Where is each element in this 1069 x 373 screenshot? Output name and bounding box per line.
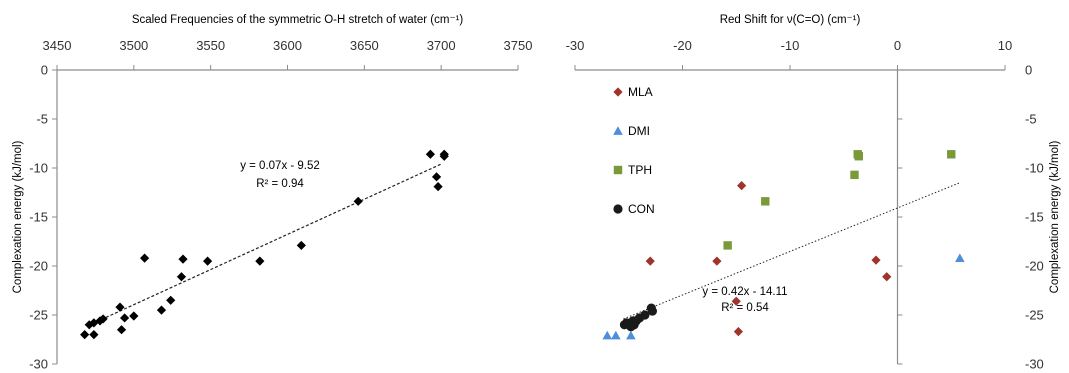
right-chart: -30 -20 -10 0 10 0 -5 -10 -15 -20 -25 -30 Red Shift … (566, 14, 1061, 372)
y-tick-label: -10 (29, 161, 48, 176)
data-point (156, 305, 167, 315)
x-tick-label: 0 (894, 38, 901, 53)
y-tick-label: -30 (1025, 357, 1044, 372)
data-point (139, 253, 150, 263)
x-tick-label: 10 (998, 38, 1012, 53)
data-point (202, 256, 213, 266)
x-tick-label: 3550 (196, 38, 225, 53)
y-tick-label: -30 (29, 357, 48, 372)
y-tick-label: 0 (41, 63, 48, 78)
trend-equation: y = 0.07x - 9.52 (240, 160, 320, 172)
data-point-tph (723, 241, 732, 250)
data-point (80, 330, 90, 340)
x-axis-title: Red Shift for ν(C=O) (cm⁻¹) (720, 14, 861, 26)
x-tick-label: 3450 (43, 38, 72, 53)
data-point-mla (712, 256, 722, 266)
legend-label-mla: MLA (628, 85, 653, 99)
data-point (89, 318, 99, 328)
data-point-mla (733, 327, 743, 337)
y-axis-title: Complexation energy (kJ/mol) (12, 140, 24, 293)
data-point (353, 196, 363, 206)
left-chart: 3450 3500 3550 3600 3650 3700 3750 0 -5 -10 -15 -20… (12, 14, 532, 372)
legend-marker-tph (613, 165, 623, 175)
data-point-mla (645, 256, 655, 266)
y-tick-label: -25 (1025, 308, 1044, 323)
x-tick-label: -20 (673, 38, 692, 53)
data-point-tph (850, 170, 859, 180)
trend-equation: y = 0.42x - 14.11 (702, 286, 787, 298)
data-point-dmi (626, 330, 636, 340)
y-tick-label: -15 (29, 210, 48, 225)
data-point-dmi (611, 330, 621, 340)
y-tick-label: -20 (29, 259, 48, 274)
data-point-con (647, 306, 658, 316)
legend-marker-con (613, 204, 623, 214)
data-point (120, 313, 130, 323)
trend-r-squared: R² = 0.54 (721, 302, 769, 314)
data-point-tph (854, 152, 863, 161)
data-point (439, 149, 449, 159)
data-point-con (629, 320, 639, 330)
data-point (433, 182, 443, 192)
y-tick-label: -5 (36, 112, 48, 127)
x-tick-label: -10 (781, 38, 800, 53)
y-tick-label: -20 (1025, 259, 1044, 274)
x-tick-label: 3700 (427, 38, 456, 53)
data-point (178, 254, 188, 264)
data-point-mla (871, 255, 881, 265)
x-tick-label: 3650 (350, 38, 379, 53)
data-point (425, 149, 436, 159)
data-point (255, 256, 265, 266)
x-tick-label: 3750 (504, 38, 533, 53)
data-point-mla (731, 296, 741, 306)
data-point-dmi (955, 253, 965, 262)
data-point (176, 272, 187, 282)
trend-r-squared: R² = 0.94 (256, 178, 304, 190)
y-tick-label: -10 (1025, 161, 1044, 176)
trendline (623, 182, 961, 320)
data-point (89, 330, 99, 340)
data-point (431, 172, 442, 182)
y-tick-label: 0 (1025, 63, 1032, 78)
legend-label-con: CON (628, 202, 655, 216)
y-tick-label: -25 (29, 308, 48, 323)
data-point (166, 295, 176, 305)
x-axis-title: Scaled Frequencies of the symmetric O-H … (132, 14, 464, 26)
data-point (129, 311, 139, 321)
legend-marker-dmi (613, 126, 623, 135)
y-tick-label: -5 (1025, 112, 1037, 127)
x-tick-label: 3500 (119, 38, 148, 53)
data-point (116, 325, 127, 335)
legend-label-tph: TPH (628, 163, 652, 177)
data-point-dmi (602, 330, 613, 340)
data-point-tph (947, 150, 956, 159)
data-point (296, 240, 306, 251)
y-tick-label: -15 (1025, 210, 1044, 225)
data-point (115, 302, 125, 312)
x-tick-label: 3600 (273, 38, 302, 53)
data-point-tph (761, 197, 770, 206)
x-tick-label: -30 (566, 38, 585, 53)
data-point-mla (882, 272, 892, 282)
legend-marker-mla (613, 87, 623, 97)
data-point (98, 314, 108, 324)
legend-label-dmi: DMI (628, 124, 650, 138)
y-axis-title: Complexation energy (kJ/mol) (1049, 140, 1061, 293)
data-point-mla (737, 181, 747, 191)
